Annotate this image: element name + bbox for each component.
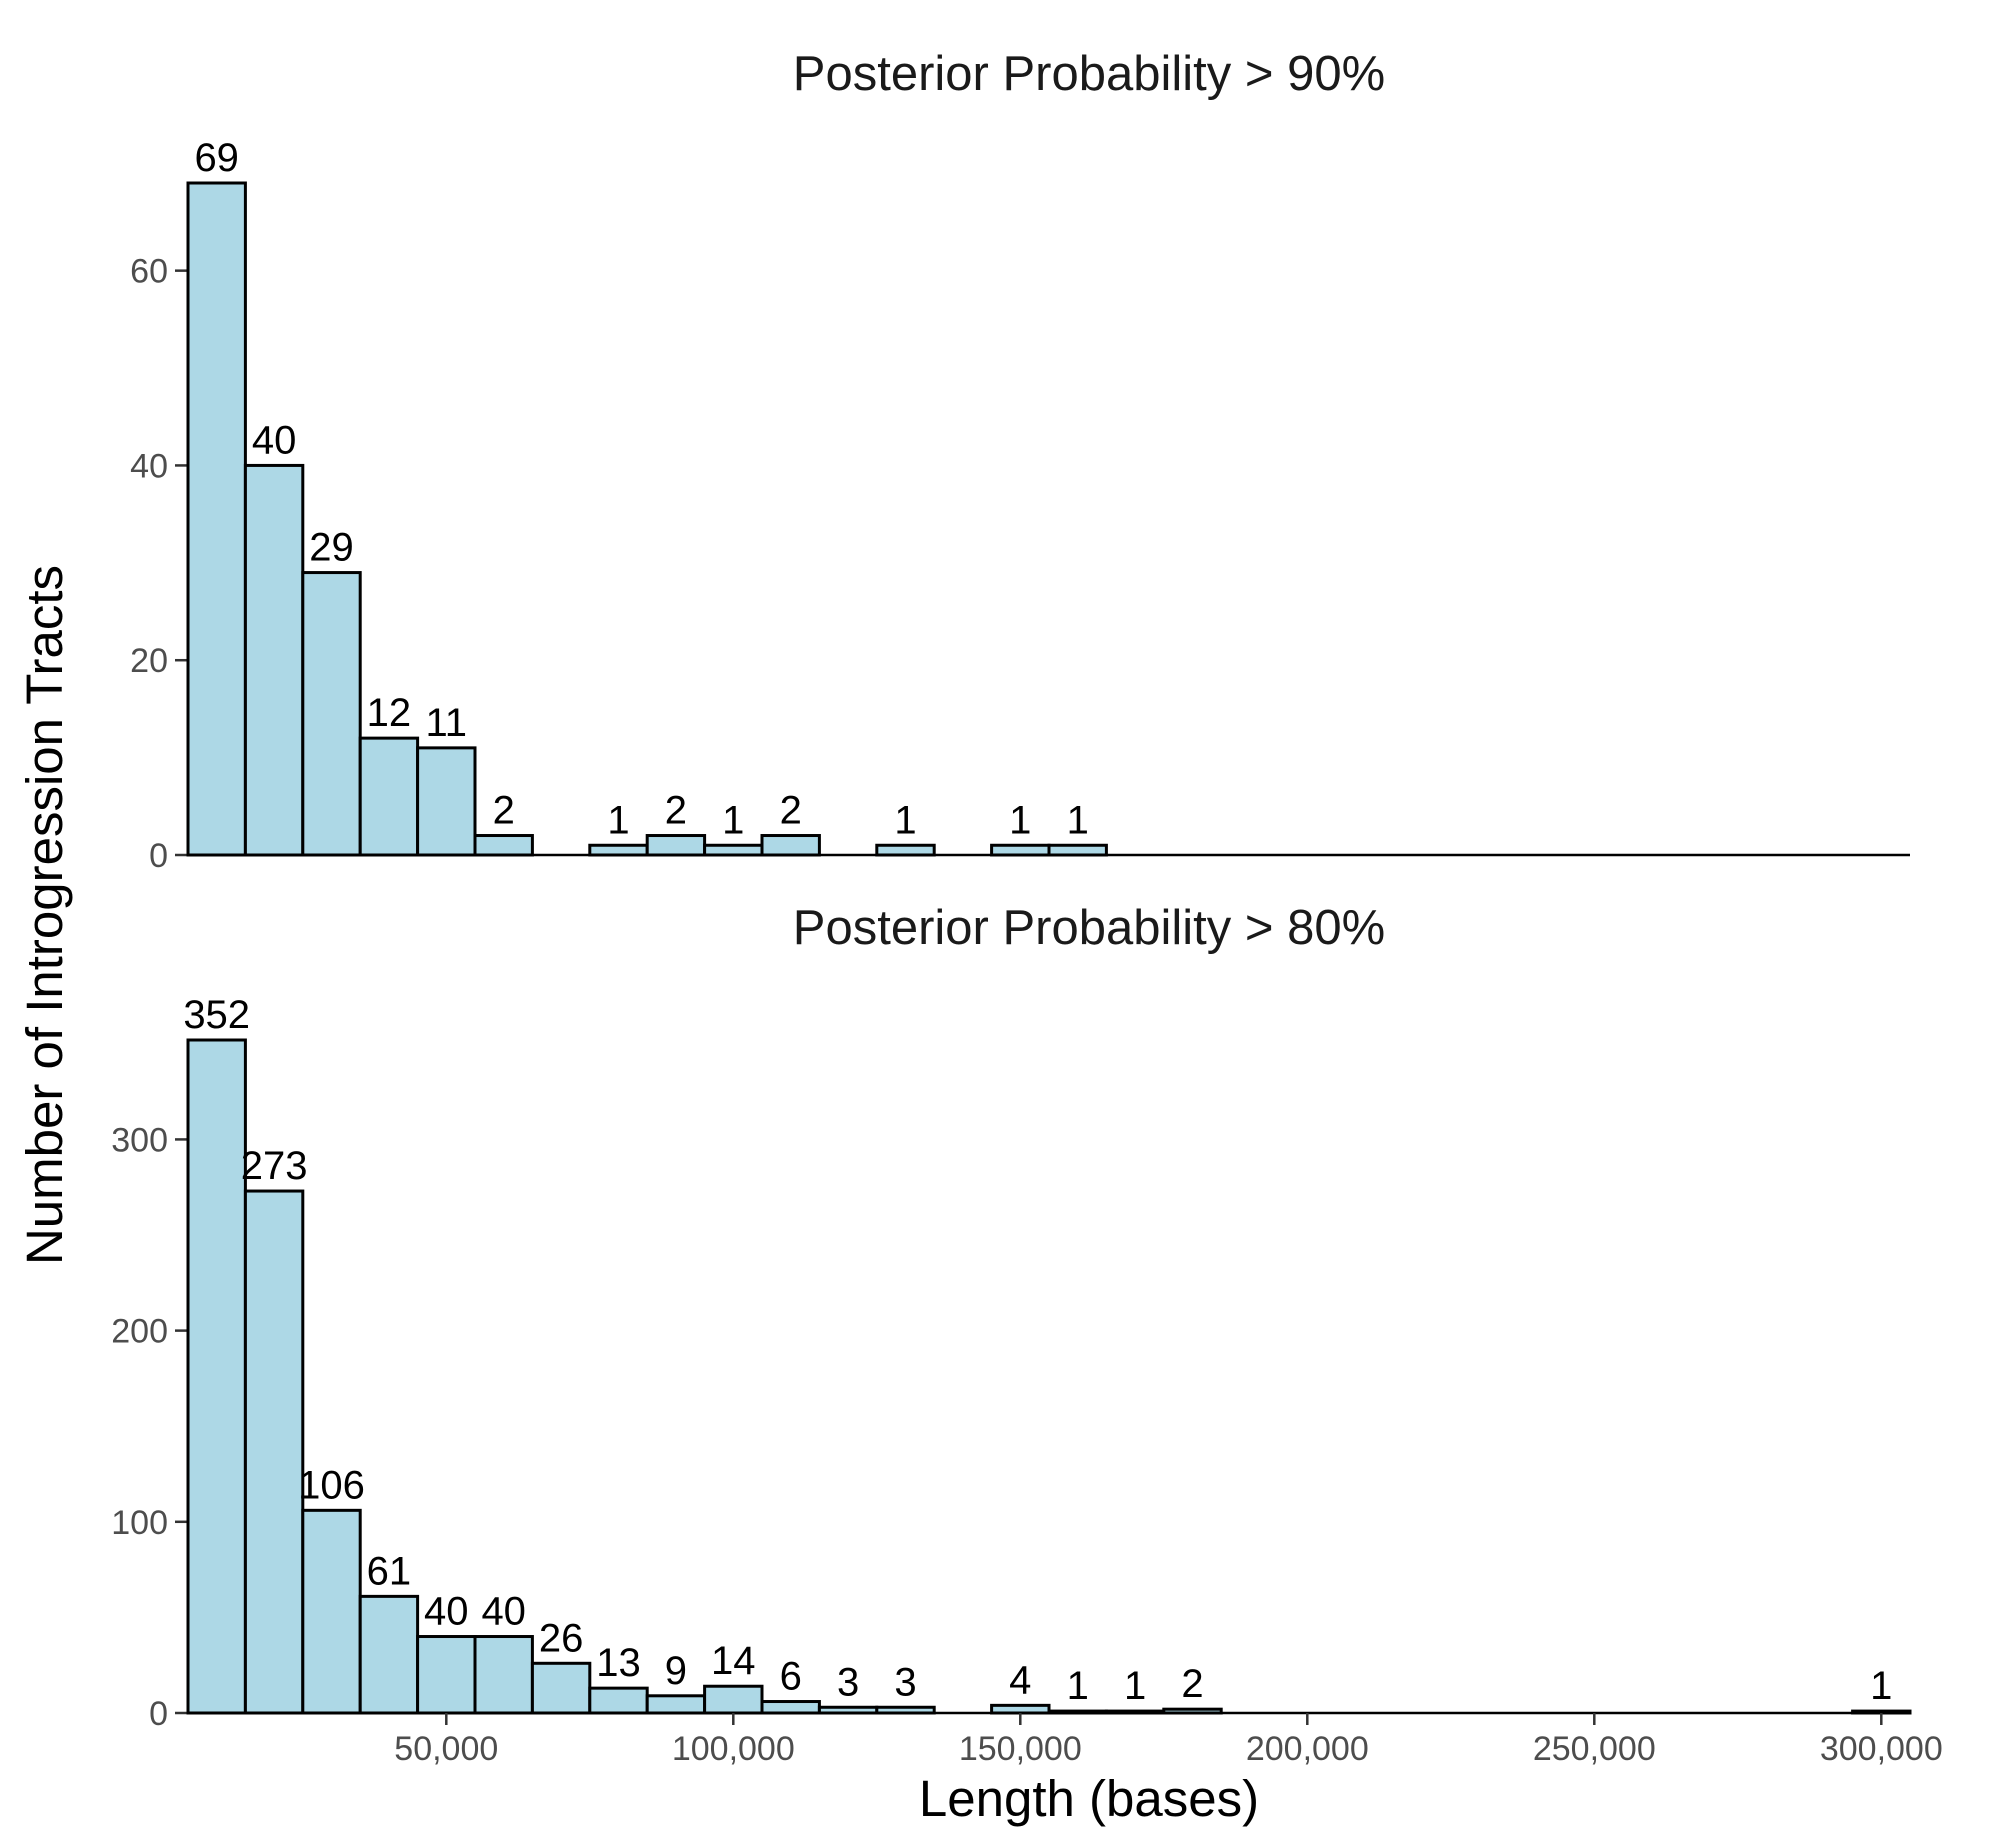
histogram-bar <box>990 1703 1051 1715</box>
x-tick-label: 200,000 <box>1246 1730 1369 1768</box>
panel-title-90: Posterior Probability > 90% <box>793 47 1385 101</box>
histogram-bar <box>703 1684 764 1715</box>
bar-count-label: 6 <box>780 1655 802 1699</box>
histogram-bar <box>1047 1709 1108 1715</box>
bar-count-label: 14 <box>711 1639 756 1683</box>
histogram-bar <box>243 463 305 857</box>
y-tick-label: 200 <box>111 1313 168 1351</box>
bar-count-label: 9 <box>665 1649 687 1693</box>
bar-count-label: 11 <box>426 701 468 745</box>
bar-count-label: 4 <box>1009 1658 1031 1702</box>
panel-title-80: Posterior Probability > 80% <box>793 901 1385 955</box>
y-tick-label: 300 <box>111 1121 168 1159</box>
bar-count-label: 2 <box>1181 1662 1203 1706</box>
histogram-bar <box>243 1189 305 1715</box>
histogram-bar <box>588 843 649 857</box>
histogram-bar <box>473 1635 534 1715</box>
histogram-bar <box>645 1694 707 1715</box>
bar-count-label: 2 <box>665 789 687 833</box>
bar-count-label: 352 <box>183 993 250 1037</box>
panel-90-percent: Posterior Probability > 90% 0 20 40 60 69 40 2… <box>130 47 1910 875</box>
x-axis-title: Length (bases) <box>919 1770 1259 1827</box>
y-tick-label: 0 <box>149 837 168 875</box>
x-tick-label: 300,000 <box>1820 1730 1943 1768</box>
x-tick-label: 150,000 <box>959 1730 1082 1768</box>
histogram-bar <box>760 1700 821 1715</box>
x-axis-ticks: 50,000 100,000 150,000 200,000 250,000 300,00… <box>394 1713 1943 1768</box>
bar-count-label: 1 <box>1124 1664 1146 1708</box>
histogram-bar <box>1047 843 1108 857</box>
histogram-bar <box>186 1038 247 1715</box>
y-tick-label: 100 <box>111 1504 168 1542</box>
bar-count-label: 106 <box>298 1463 365 1507</box>
bar-count-label: 1 <box>894 798 916 842</box>
bar-count-label: 3 <box>837 1660 859 1704</box>
bar-count-label: 2 <box>780 789 802 833</box>
panel-80-percent: Posterior Probability > 80% 0 100 200 300 35… <box>111 901 1912 1733</box>
histogram-bar <box>875 1705 936 1715</box>
bar-count-label: 13 <box>596 1641 641 1685</box>
histogram-bar <box>1162 1707 1223 1715</box>
histogram-bar <box>301 571 362 857</box>
y-tick-label: 60 <box>130 253 168 291</box>
bar-count-label: 1 <box>1067 798 1089 842</box>
histogram-bar <box>1851 1709 1912 1715</box>
y-axis-title: Number of Introgression Tracts <box>16 565 73 1265</box>
bar-count-label: 273 <box>241 1144 308 1188</box>
histogram-bar <box>186 181 247 857</box>
histogram-bar <box>645 834 707 857</box>
bar-count-label: 26 <box>539 1616 584 1660</box>
histogram-bar <box>530 1661 592 1715</box>
bar-count-label: 40 <box>481 1590 526 1634</box>
x-tick-label: 250,000 <box>1533 1730 1656 1768</box>
histogram-bar <box>875 843 936 857</box>
y-tick-label: 40 <box>130 447 168 485</box>
bar-count-label: 1 <box>1009 798 1031 842</box>
x-tick-label: 50,000 <box>394 1730 498 1768</box>
bar-count-label: 1 <box>607 798 629 842</box>
bar-count-label: 3 <box>894 1660 916 1704</box>
bar-count-label: 2 <box>493 789 515 833</box>
bar-count-label: 1 <box>1870 1664 1892 1708</box>
y-tick-label: 0 <box>149 1695 168 1733</box>
bar-count-label: 12 <box>367 691 412 735</box>
histogram-bar <box>358 736 420 857</box>
bar-count-label: 40 <box>424 1590 469 1634</box>
bar-count-label: 1 <box>1067 1664 1089 1708</box>
bar-count-label: 29 <box>309 526 354 570</box>
histogram-bar <box>588 1686 649 1715</box>
histogram-bar <box>416 1635 477 1715</box>
bar-count-label: 69 <box>194 136 239 180</box>
bar-count-label: 40 <box>252 418 297 462</box>
y-tick-label: 20 <box>130 642 168 680</box>
histogram-bar <box>990 843 1051 857</box>
histogram-bar <box>817 1705 879 1715</box>
histogram-bar <box>703 843 764 857</box>
histogram-bar <box>473 834 534 857</box>
bar-count-label: 61 <box>367 1549 412 1593</box>
histogram-bar <box>1104 1709 1166 1715</box>
histogram-bar <box>416 746 477 857</box>
histogram-bar <box>301 1508 362 1715</box>
histogram-bar <box>760 834 821 857</box>
histogram-bar <box>358 1594 420 1715</box>
x-tick-label: 100,000 <box>672 1730 795 1768</box>
bar-count-label: 1 <box>722 798 744 842</box>
